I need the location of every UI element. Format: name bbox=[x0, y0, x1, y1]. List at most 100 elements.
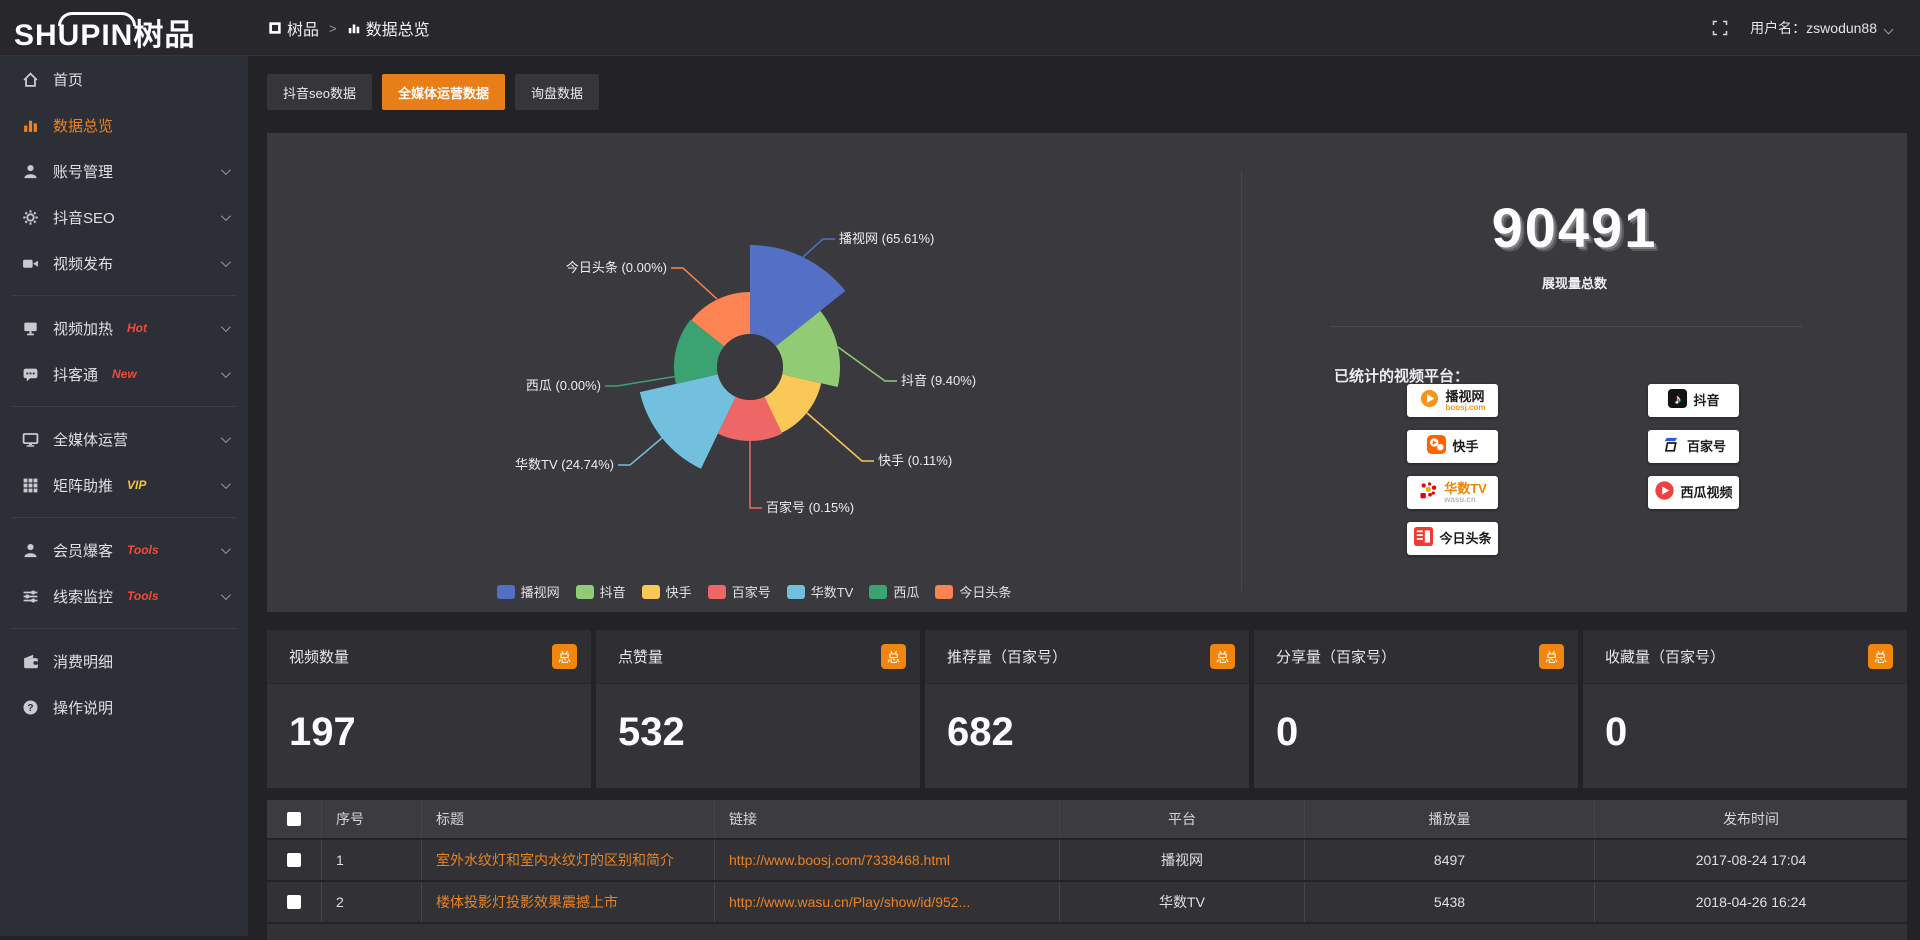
sidebar-item-账号管理[interactable]: 账号管理 bbox=[0, 148, 248, 194]
user-menu[interactable]: 用户名：zswodun88 bbox=[1750, 18, 1892, 38]
pie-slice-华数TV[interactable] bbox=[640, 374, 736, 468]
select-all-checkbox[interactable] bbox=[287, 812, 301, 826]
sidebar-divider bbox=[12, 628, 236, 629]
total-badge: 总 bbox=[1868, 644, 1893, 669]
cell-link: http://www.wasu.cn/Play/show/id/952... bbox=[715, 882, 1060, 922]
header-播放量: 播放量 bbox=[1305, 800, 1595, 838]
pie-label-今日头条: 今日头条 (0.00%) bbox=[566, 260, 667, 275]
main-content: 抖音seo数据全媒体运营数据询盘数据 播视网 (65.61%)抖音 (9.40%… bbox=[248, 56, 1920, 936]
tab-抖音seo数据[interactable]: 抖音seo数据 bbox=[267, 74, 372, 110]
table-row-partial bbox=[267, 924, 1907, 940]
video-url-link[interactable]: http://www.boosj.com/7338468.html bbox=[729, 840, 950, 880]
breadcrumb-page-label: 数据总览 bbox=[366, 16, 430, 40]
platform-name: 西瓜视频 bbox=[1680, 486, 1732, 499]
platform-sub: boosj.com bbox=[1445, 404, 1485, 412]
legend-swatch bbox=[642, 585, 660, 599]
legend-item-西瓜[interactable]: 西瓜 bbox=[869, 582, 919, 601]
legend-swatch bbox=[576, 585, 594, 599]
platform-name: 百家号 bbox=[1687, 440, 1726, 453]
sidebar-item-数据总览[interactable]: 数据总览 bbox=[0, 102, 248, 148]
sidebar-item-tag: New bbox=[112, 367, 137, 381]
app-mini-icon bbox=[268, 21, 282, 35]
chevron-down-icon bbox=[221, 165, 231, 175]
legend-item-百家号[interactable]: 百家号 bbox=[708, 582, 771, 601]
breadcrumb-home[interactable]: 树品 bbox=[268, 16, 319, 40]
rose-pie-chart: 播视网 (65.61%)抖音 (9.40%)快手 (0.11%)百家号 (0.1… bbox=[267, 143, 1247, 603]
sidebar-item-label: 账号管理 bbox=[53, 161, 113, 182]
video-title-link[interactable]: 室外水纹灯和室内水纹灯的区别和简介 bbox=[436, 840, 674, 880]
legend-item-快手[interactable]: 快手 bbox=[642, 582, 692, 601]
question-icon: ? bbox=[22, 699, 39, 716]
top-bar: SHUPIN树品 树品 > 数据总览 用户名：zswodun88 bbox=[0, 0, 1920, 56]
stat-card-header: 收藏量（百家号）总 bbox=[1583, 630, 1907, 684]
cell-views: 5438 bbox=[1305, 882, 1595, 922]
logo-text-cn: 树品 bbox=[133, 19, 195, 52]
sidebar-item-label: 线索监控 bbox=[53, 586, 113, 607]
legend-swatch bbox=[935, 585, 953, 599]
video-title-link[interactable]: 楼体投影灯投影效果震撼上市 bbox=[436, 882, 618, 922]
total-impressions-value: 90491 bbox=[1242, 195, 1907, 260]
sidebar-item-抖音SEO[interactable]: 抖音SEO bbox=[0, 194, 248, 240]
tab-全媒体运营数据[interactable]: 全媒体运营数据 bbox=[382, 74, 505, 110]
platform-name: 快手 bbox=[1452, 440, 1478, 453]
sidebar-item-全媒体运营[interactable]: 全媒体运营 bbox=[0, 416, 248, 462]
stat-card-label: 分享量（百家号） bbox=[1276, 646, 1396, 667]
platform-name: 华数TV bbox=[1444, 482, 1487, 495]
row-checkbox[interactable] bbox=[287, 895, 301, 909]
stat-card-label: 视频数量 bbox=[289, 646, 349, 667]
platform-badge-今日头条: 今日头条 bbox=[1407, 522, 1498, 555]
sidebar-item-抖客通[interactable]: 抖客通 New bbox=[0, 351, 248, 397]
stat-card-value: 682 bbox=[925, 684, 1249, 755]
pie-hole bbox=[717, 334, 783, 400]
legend-item-今日头条[interactable]: 今日头条 bbox=[935, 582, 1011, 601]
monitor-icon bbox=[22, 431, 39, 448]
home-icon bbox=[22, 71, 39, 88]
video-url-link[interactable]: http://www.wasu.cn/Play/show/id/952... bbox=[729, 882, 970, 922]
legend-item-华数TV[interactable]: 华数TV bbox=[787, 582, 854, 601]
legend-swatch bbox=[497, 585, 515, 599]
legend-label: 快手 bbox=[666, 582, 692, 601]
cell-title: 室外水纹灯和室内水纹灯的区别和简介 bbox=[422, 840, 715, 880]
cell-time: 2017-08-24 17:04 bbox=[1595, 840, 1907, 880]
sidebar-divider bbox=[12, 406, 236, 407]
cell-platform: 华数TV bbox=[1060, 882, 1305, 922]
username-label: 用户名：zswodun88 bbox=[1750, 20, 1877, 36]
breadcrumb-page[interactable]: 数据总览 bbox=[347, 16, 430, 40]
tab-询盘数据[interactable]: 询盘数据 bbox=[515, 74, 599, 110]
sidebar-item-消费明细[interactable]: 消费明细 bbox=[0, 638, 248, 684]
sidebar-item-label: 抖客通 bbox=[53, 364, 98, 385]
total-badge: 总 bbox=[1210, 644, 1235, 669]
total-badge: 总 bbox=[881, 644, 906, 669]
pie-label-百家号: 百家号 (0.15%) bbox=[766, 500, 854, 515]
total-impressions-caption: 展现量总数 bbox=[1242, 273, 1907, 292]
sidebar-item-视频发布[interactable]: 视频发布 bbox=[0, 240, 248, 286]
legend-item-播视网[interactable]: 播视网 bbox=[497, 582, 560, 601]
fullscreen-icon[interactable] bbox=[1712, 20, 1728, 36]
header-平台: 平台 bbox=[1060, 800, 1305, 838]
legend-item-抖音[interactable]: 抖音 bbox=[576, 582, 626, 601]
video-camera-icon bbox=[22, 255, 39, 272]
pie-label-华数TV: 华数TV (24.74%) bbox=[515, 457, 614, 472]
sidebar-divider bbox=[12, 517, 236, 518]
header-checkbox-cell bbox=[267, 800, 322, 838]
user-icon bbox=[22, 542, 39, 559]
stat-card-value: 532 bbox=[596, 684, 920, 755]
row-checkbox[interactable] bbox=[287, 853, 301, 867]
sidebar-item-首页[interactable]: 首页 bbox=[0, 56, 248, 102]
sidebar-item-操作说明[interactable]: ?操作说明 bbox=[0, 684, 248, 730]
bar-chart-icon bbox=[22, 117, 39, 134]
total-badge: 总 bbox=[1539, 644, 1564, 669]
sidebar-divider bbox=[12, 295, 236, 296]
sidebar-item-label: 全媒体运营 bbox=[53, 429, 128, 450]
chevron-down-icon bbox=[221, 257, 231, 267]
